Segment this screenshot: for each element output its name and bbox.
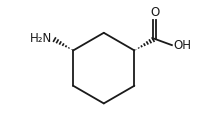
- Text: OH: OH: [173, 39, 191, 52]
- Text: H₂N: H₂N: [30, 32, 52, 45]
- Text: O: O: [150, 6, 159, 19]
